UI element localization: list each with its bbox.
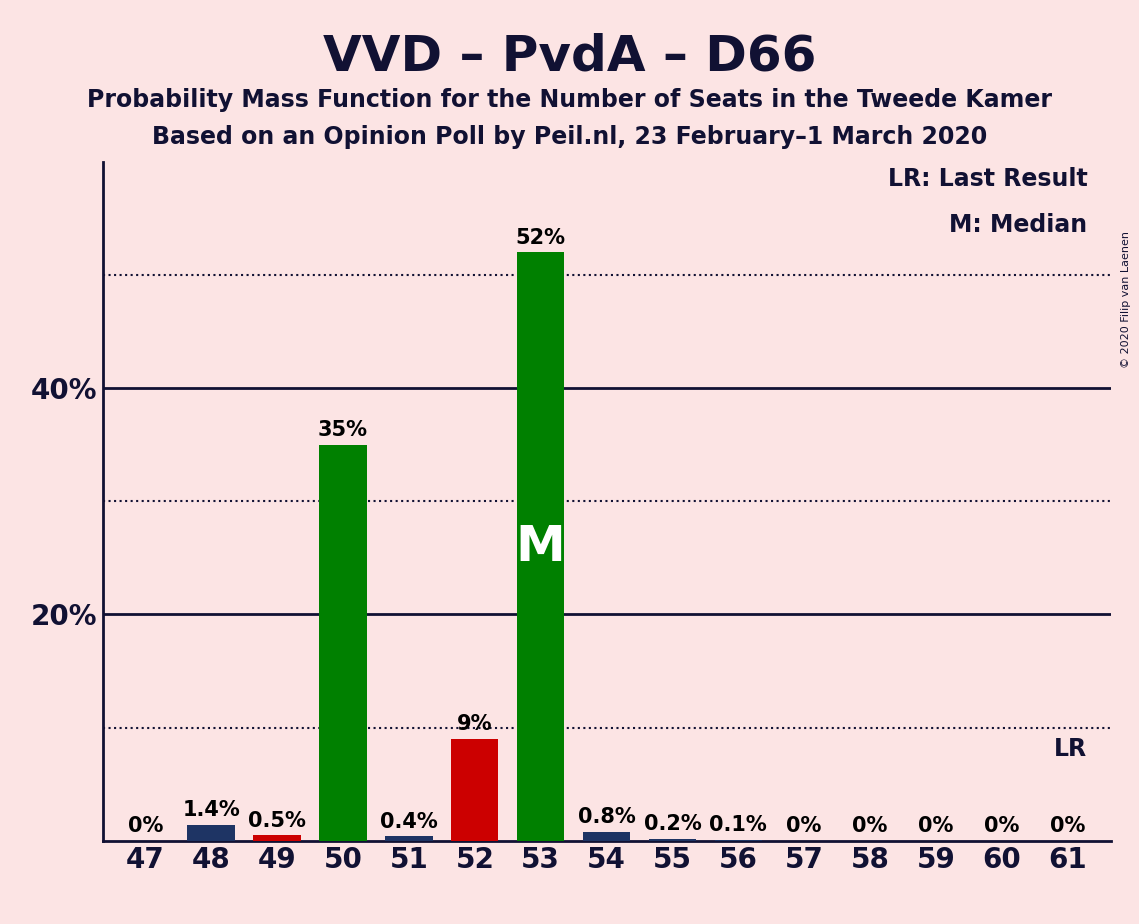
Text: LR: Last Result: LR: Last Result [887,167,1088,191]
Bar [253,835,301,841]
Text: 0.5%: 0.5% [248,810,306,831]
Text: 0.4%: 0.4% [380,812,437,832]
Text: LR: LR [1055,736,1088,760]
Text: M: M [516,523,565,570]
Text: 0.8%: 0.8% [577,808,636,827]
Bar [583,832,630,841]
Text: M: Median: M: Median [949,213,1088,237]
Text: 0%: 0% [852,816,887,836]
Bar [451,739,499,841]
Bar [714,840,762,841]
Text: 0%: 0% [918,816,953,836]
Text: 0%: 0% [984,816,1019,836]
Text: 35%: 35% [318,420,368,440]
Text: 0%: 0% [1050,816,1085,836]
Text: 0.1%: 0.1% [710,815,768,835]
Bar [188,825,235,841]
Text: 52%: 52% [516,227,566,248]
Text: VVD – PvdA – D66: VVD – PvdA – D66 [322,32,817,80]
Bar [319,444,367,841]
Text: 0.2%: 0.2% [644,814,702,834]
Text: Probability Mass Function for the Number of Seats in the Tweede Kamer: Probability Mass Function for the Number… [87,88,1052,112]
Text: 0%: 0% [128,816,163,836]
Text: © 2020 Filip van Laenen: © 2020 Filip van Laenen [1121,231,1131,368]
Text: 0%: 0% [787,816,822,836]
Text: Based on an Opinion Poll by Peil.nl, 23 February–1 March 2020: Based on an Opinion Poll by Peil.nl, 23 … [151,125,988,149]
Bar [517,252,564,841]
Bar [649,839,696,841]
Bar [385,836,433,841]
Text: 9%: 9% [457,714,492,735]
Text: 1.4%: 1.4% [182,800,240,821]
